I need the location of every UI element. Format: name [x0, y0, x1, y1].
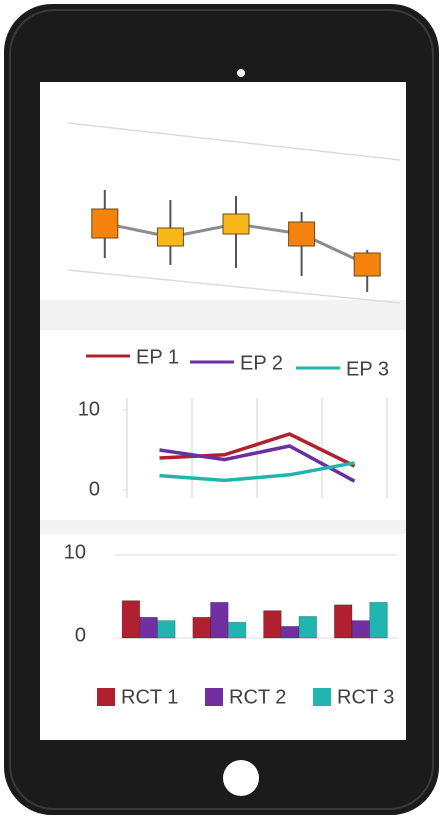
screen-band: [40, 300, 406, 330]
bar: [333, 604, 353, 639]
series-line: [159, 461, 355, 483]
legend-label: EP 3: [346, 358, 389, 380]
bar: [351, 620, 371, 639]
series-line: [159, 444, 356, 483]
bar: [121, 600, 141, 639]
legend-label: RCT 2: [229, 686, 286, 708]
y-tick-label: 10: [78, 398, 100, 420]
legend-swatch: [97, 688, 115, 706]
y-tick-label: 10: [64, 541, 86, 563]
decor-line: [67, 269, 401, 304]
y-tick-label: 0: [89, 478, 100, 500]
bar: [298, 616, 318, 639]
legend-swatch: [205, 688, 223, 706]
bar: [280, 625, 300, 639]
legend-label: EP 2: [240, 352, 283, 374]
candle-body: [353, 252, 381, 277]
tablet-bezel: [9, 9, 434, 810]
legend-swatch: [313, 688, 331, 706]
bar: [192, 616, 211, 639]
charts: 0 10 EP 1 EP 2 EP 3 0 10 RCT 1 RCT 2 RCT 3: [64, 190, 398, 708]
home-button: [223, 760, 259, 796]
candle-body: [156, 227, 184, 247]
decor-line: [67, 122, 401, 161]
legend-label: RCT 1: [121, 686, 178, 708]
bar: [139, 616, 158, 639]
candle-body: [222, 213, 250, 235]
legend-label: EP 1: [136, 346, 179, 368]
legend-label: RCT 3: [337, 686, 394, 708]
screen-band: [40, 520, 406, 534]
bar: [263, 610, 282, 639]
bar: [227, 621, 247, 639]
candle-body: [91, 208, 119, 239]
y-tick-label: 0: [75, 624, 86, 646]
camera: [237, 69, 245, 77]
bar: [157, 620, 176, 639]
bar: [369, 601, 388, 639]
candle-body: [288, 221, 316, 247]
bar: [210, 601, 229, 639]
